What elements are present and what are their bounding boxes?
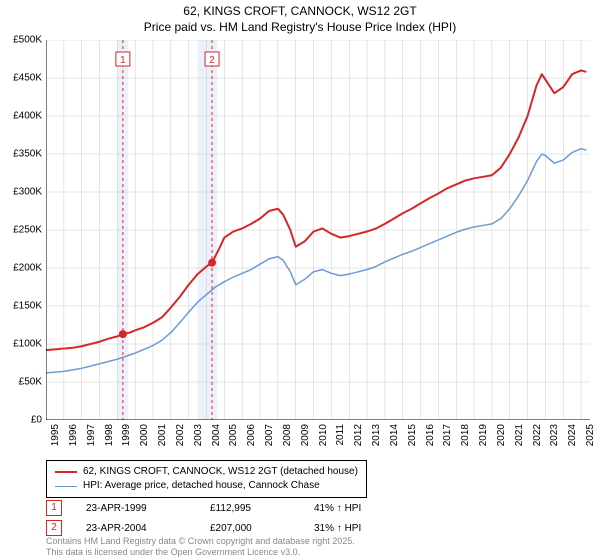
- x-tick-label: 2007: [264, 424, 275, 454]
- x-tick-label: 2005: [228, 424, 239, 454]
- title-line-1: 62, KINGS CROFT, CANNOCK, WS12 2GT: [0, 4, 600, 20]
- x-tick-label: 2024: [567, 424, 578, 454]
- y-tick-label: £50K: [2, 377, 42, 388]
- legend-swatch: [55, 471, 77, 473]
- title-line-2: Price paid vs. HM Land Registry's House …: [0, 20, 600, 36]
- x-tick-label: 2016: [425, 424, 436, 454]
- x-tick-label: 2022: [532, 424, 543, 454]
- sale-marker-icon: 1: [46, 500, 62, 516]
- x-tick-label: 2006: [246, 424, 257, 454]
- y-tick-label: £200K: [2, 263, 42, 274]
- y-tick-label: £150K: [2, 301, 42, 312]
- sale-row: 2 23-APR-2004 £207,000 31% ↑ HPI: [46, 520, 394, 536]
- y-tick-label: £300K: [2, 187, 42, 198]
- x-tick-label: 2008: [282, 424, 293, 454]
- x-tick-label: 2004: [211, 424, 222, 454]
- plot-area: 12: [46, 40, 590, 420]
- x-tick-label: 1998: [104, 424, 115, 454]
- sale-marker-icon: 2: [46, 520, 62, 536]
- y-tick-label: £500K: [2, 35, 42, 46]
- footer-line-2: This data is licensed under the Open Gov…: [46, 547, 355, 558]
- x-tick-label: 2012: [353, 424, 364, 454]
- x-tick-label: 2013: [371, 424, 382, 454]
- x-tick-label: 2023: [549, 424, 560, 454]
- x-tick-label: 2021: [514, 424, 525, 454]
- svg-text:1: 1: [120, 55, 126, 66]
- y-tick-label: £400K: [2, 111, 42, 122]
- y-tick-label: £250K: [2, 225, 42, 236]
- legend-item: HPI: Average price, detached house, Cann…: [55, 479, 358, 493]
- sale-price: £207,000: [210, 523, 290, 534]
- legend-swatch: [55, 486, 77, 487]
- chart-container: 62, KINGS CROFT, CANNOCK, WS12 2GT Price…: [0, 0, 600, 560]
- x-tick-label: 2000: [139, 424, 150, 454]
- x-tick-label: 2020: [496, 424, 507, 454]
- plot-svg: 12: [46, 40, 590, 420]
- footer-attribution: Contains HM Land Registry data © Crown c…: [46, 536, 355, 558]
- x-tick-label: 1997: [86, 424, 97, 454]
- x-tick-label: 2009: [300, 424, 311, 454]
- y-tick-label: £450K: [2, 73, 42, 84]
- x-tick-label: 2010: [318, 424, 329, 454]
- sale-row: 1 23-APR-1999 £112,995 41% ↑ HPI: [46, 500, 394, 516]
- x-tick-label: 2025: [585, 424, 596, 454]
- x-tick-label: 2015: [407, 424, 418, 454]
- x-tick-label: 1999: [121, 424, 132, 454]
- x-tick-label: 2019: [478, 424, 489, 454]
- sale-price: £112,995: [210, 503, 290, 514]
- x-tick-label: 2002: [175, 424, 186, 454]
- x-tick-label: 2014: [389, 424, 400, 454]
- x-tick-label: 2011: [335, 424, 346, 454]
- legend-label: 62, KINGS CROFT, CANNOCK, WS12 2GT (deta…: [83, 465, 358, 479]
- legend-label: HPI: Average price, detached house, Cann…: [83, 479, 320, 493]
- sale-delta: 41% ↑ HPI: [314, 503, 394, 514]
- sales-table: 1 23-APR-1999 £112,995 41% ↑ HPI 2 23-AP…: [46, 500, 394, 540]
- legend-item: 62, KINGS CROFT, CANNOCK, WS12 2GT (deta…: [55, 465, 358, 479]
- legend: 62, KINGS CROFT, CANNOCK, WS12 2GT (deta…: [46, 460, 367, 498]
- chart-title: 62, KINGS CROFT, CANNOCK, WS12 2GT Price…: [0, 0, 600, 35]
- y-tick-label: £350K: [2, 149, 42, 160]
- x-tick-label: 2017: [442, 424, 453, 454]
- sale-date: 23-APR-1999: [86, 503, 186, 514]
- x-tick-label: 1996: [68, 424, 79, 454]
- x-tick-label: 2018: [460, 424, 471, 454]
- y-tick-label: £100K: [2, 339, 42, 350]
- footer-line-1: Contains HM Land Registry data © Crown c…: [46, 536, 355, 547]
- x-tick-label: 2003: [193, 424, 204, 454]
- x-tick-label: 2001: [157, 424, 168, 454]
- sale-delta: 31% ↑ HPI: [314, 523, 394, 534]
- x-tick-label: 1995: [50, 424, 61, 454]
- y-tick-label: £0: [2, 415, 42, 426]
- sale-date: 23-APR-2004: [86, 523, 186, 534]
- svg-text:2: 2: [209, 55, 215, 66]
